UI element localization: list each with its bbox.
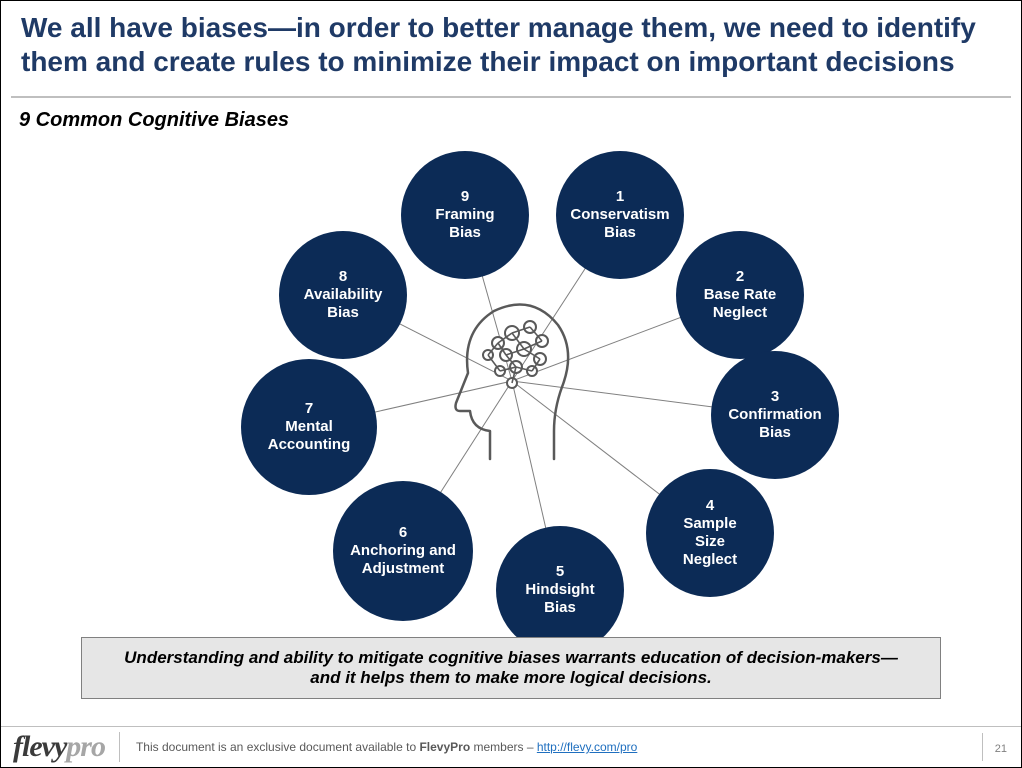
slide-title: We all have biases—in order to better ma…	[21, 11, 1001, 78]
title-divider	[11, 96, 1011, 98]
bias-node-number: 6	[399, 524, 407, 542]
bias-node-5: 5HindsightBias	[496, 526, 624, 654]
logo-main: flevy	[13, 730, 66, 763]
slide: We all have biases—in order to better ma…	[0, 0, 1022, 768]
bias-node-8: 8AvailabilityBias	[279, 231, 407, 359]
bias-node-label-line: Availability	[304, 286, 383, 304]
footer-suffix: members –	[470, 740, 537, 754]
bias-node-number: 2	[736, 268, 744, 286]
bias-node-label-line: Anchoring and	[350, 542, 456, 560]
page-number: 21	[995, 743, 1007, 755]
bias-node-number: 3	[771, 388, 779, 406]
bias-node-label-line: Base Rate	[704, 286, 777, 304]
bias-node-label-line: Bias	[449, 224, 481, 242]
footer-bar: flevypro This document is an exclusive d…	[1, 726, 1021, 767]
bias-node-number: 4	[706, 497, 714, 515]
bias-node-3: 3ConfirmationBias	[711, 351, 839, 479]
bias-node-number: 1	[616, 188, 624, 206]
bias-node-6: 6Anchoring andAdjustment	[333, 481, 473, 621]
bias-node-label-line: Hindsight	[525, 581, 594, 599]
bias-node-label-line: Conservatism	[570, 206, 669, 224]
bias-node-label-line: Framing	[435, 206, 494, 224]
bias-node-label-line: Accounting	[268, 436, 351, 454]
footer-divider	[119, 732, 120, 762]
callout-box: Understanding and ability to mitigate co…	[81, 637, 941, 699]
bias-node-label-line: Neglect	[713, 304, 767, 322]
footer-prefix: This document is an exclusive document a…	[136, 740, 419, 754]
bias-node-label-line: Sample	[683, 515, 736, 533]
footer-bold: FlevyPro	[419, 740, 470, 754]
bias-node-number: 5	[556, 563, 564, 581]
bias-node-9: 9FramingBias	[401, 151, 529, 279]
bias-node-label-line: Adjustment	[362, 560, 445, 578]
bias-node-7: 7MentalAccounting	[241, 359, 377, 495]
bias-node-label-line: Bias	[759, 424, 791, 442]
bias-node-1: 1ConservatismBias	[556, 151, 684, 279]
head-brain-icon	[442, 291, 582, 461]
logo-sub: pro	[66, 730, 105, 763]
callout-text: Understanding and ability to mitigate co…	[124, 648, 898, 687]
bias-node-label-line: Bias	[544, 599, 576, 617]
bias-node-number: 9	[461, 188, 469, 206]
slide-subtitle: 9 Common Cognitive Biases	[19, 109, 289, 132]
bias-node-2: 2Base RateNeglect	[676, 231, 804, 359]
bias-node-label-line: Bias	[327, 304, 359, 322]
bias-node-label-line: Size	[695, 533, 725, 551]
page-divider	[982, 733, 983, 761]
bias-node-label-line: Bias	[604, 224, 636, 242]
bias-node-number: 7	[305, 400, 313, 418]
bias-node-label-line: Mental	[285, 418, 333, 436]
biases-diagram: 1ConservatismBias2Base RateNeglect3Confi…	[1, 131, 1022, 651]
bias-node-label-line: Neglect	[683, 551, 737, 569]
bias-node-4: 4SampleSizeNeglect	[646, 469, 774, 597]
bias-node-label-line: Confirmation	[728, 406, 821, 424]
footer-link[interactable]: http://flevy.com/pro	[537, 740, 637, 754]
logo: flevypro	[13, 730, 105, 764]
bias-node-number: 8	[339, 268, 347, 286]
footer-text: This document is an exclusive document a…	[136, 740, 637, 754]
